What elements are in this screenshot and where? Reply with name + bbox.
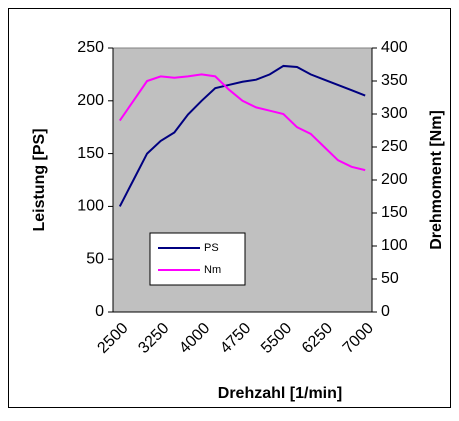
y2-tick-label: 350 <box>381 72 408 89</box>
y-tick-label: 50 <box>86 250 104 267</box>
y2-tick-label: 50 <box>381 270 399 287</box>
y2-tick-label: 100 <box>381 237 408 254</box>
legend <box>149 232 246 286</box>
y2-tick-label: 300 <box>381 105 408 122</box>
y-tick-label: 250 <box>77 39 104 56</box>
y-tick-label: 150 <box>77 145 104 162</box>
y2-tick-label: 0 <box>381 303 390 320</box>
y2-tick-label: 200 <box>381 171 408 188</box>
y2-axis-title: Drehmoment [Nm] <box>428 110 445 250</box>
y-tick-label: 0 <box>95 303 104 320</box>
y-tick-label: 200 <box>77 92 104 109</box>
y-axis-title: Leistung [PS] <box>31 128 48 231</box>
legend-label: Nm <box>204 264 221 276</box>
y2-tick-label: 150 <box>381 204 408 221</box>
y-tick-label: 100 <box>77 198 104 215</box>
x-axis-title: Drehzahl [1/min] <box>218 385 342 402</box>
legend-label: PS <box>204 242 219 254</box>
series-line <box>118 64 366 207</box>
y2-tick-label: 250 <box>381 138 408 155</box>
y2-tick-label: 400 <box>381 39 408 56</box>
series-line <box>118 73 366 172</box>
